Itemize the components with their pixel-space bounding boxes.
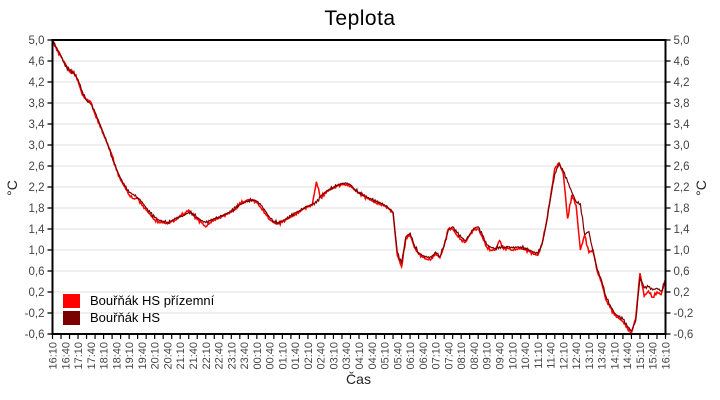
y-tick-label-right: 1,4 (674, 224, 691, 236)
x-tick-label: 12:40 (571, 342, 583, 370)
x-tick-label: 21:40 (188, 342, 200, 370)
y-tick-label-left: 1,0 (29, 245, 45, 257)
x-tick-label: 15:40 (648, 342, 660, 370)
x-tick-label: 03:40 (341, 342, 353, 370)
y-tick-label-right: 3,4 (674, 119, 691, 131)
y-tick-label-right: 4,2 (674, 77, 690, 89)
x-tick-label: 00:10 (252, 342, 264, 370)
x-tick-label: 17:10 (73, 342, 85, 370)
x-tick-label: 05:10 (380, 342, 392, 370)
x-tick-label: 08:10 (456, 342, 468, 370)
y-tick-label-left: 2,2 (29, 182, 45, 194)
x-tick-label: 22:40 (214, 342, 226, 370)
x-tick-label: 04:10 (354, 342, 366, 370)
x-tick-label: 20:10 (150, 342, 162, 370)
y-tick-label-right: 4,6 (674, 56, 690, 68)
x-tick-label: 22:10 (201, 342, 213, 370)
x-tick-label: 20:40 (162, 342, 174, 370)
y-tick-label-right: -0,6 (674, 329, 694, 341)
y-tick-label-left: 2,6 (29, 161, 45, 173)
y-tick-label-right: 2,2 (674, 182, 690, 194)
y-tick-label-left: 0,2 (29, 287, 45, 299)
x-tick-label: 04:40 (367, 342, 379, 370)
legend: Bouřňák HS přízemní Bouřňák HS (63, 292, 214, 326)
x-tick-label: 07:10 (431, 342, 443, 370)
x-tick-label: 06:10 (405, 342, 417, 370)
x-tick-label: 14:10 (609, 342, 621, 370)
y-tick-label-right: 2,6 (674, 161, 690, 173)
y-tick-label-right: 1,8 (674, 203, 690, 215)
legend-swatch-prizemni (63, 293, 80, 308)
y-tick-label-left: 4,2 (29, 77, 45, 89)
series-line-hs (51, 39, 667, 332)
x-tick-label: 01:10 (277, 342, 289, 370)
x-tick-label: 02:40 (316, 342, 328, 370)
x-tick-label: 18:40 (111, 342, 123, 370)
y-tick-label-left: 3,4 (29, 119, 46, 131)
x-tick-label: 10:40 (520, 342, 532, 370)
y-tick-label-right: 0,6 (674, 266, 690, 278)
y-tick-label-left: 5,0 (29, 35, 45, 47)
x-tick-label: 19:10 (124, 342, 136, 370)
x-tick-label: 17:40 (86, 342, 98, 370)
x-tick-label: 08:40 (469, 342, 481, 370)
x-tick-label: 00:40 (265, 342, 277, 370)
x-tick-label: 07:40 (443, 342, 455, 370)
x-tick-label: 14:40 (622, 342, 634, 370)
chart-title: Teplota (324, 7, 396, 30)
y-tick-label-right: 3,0 (674, 140, 690, 152)
legend-label-prizemni: Bouřňák HS přízemní (90, 293, 215, 308)
x-tick-label: 19:40 (137, 342, 149, 370)
x-tick-label: 13:10 (584, 342, 596, 370)
y-tick-label-right: -0,2 (674, 308, 694, 320)
x-tick-label: 11:40 (546, 342, 558, 369)
y-tick-label-left: -0,6 (25, 329, 45, 341)
x-tick-label: 23:40 (239, 342, 251, 370)
y-tick-label-right: 1,0 (674, 245, 690, 257)
y-tick-label-right: 0,2 (674, 287, 690, 299)
x-tick-label: 16:40 (60, 342, 72, 370)
x-tick-label: 18:10 (99, 342, 111, 370)
x-tick-label: 06:40 (418, 342, 430, 370)
y-tick-label-left: -0,2 (25, 308, 45, 320)
x-tick-label: 05:40 (392, 342, 404, 370)
legend-item-prizemni: Bouřňák HS přízemní (63, 292, 214, 309)
y-tick-label-right: 3,8 (674, 98, 690, 110)
y-axis-label-right: °C (693, 180, 709, 196)
x-tick-label: 02:10 (303, 342, 315, 370)
legend-label-hs: Bouřňák HS (90, 310, 161, 325)
x-tick-label: 01:40 (290, 342, 302, 370)
y-tick-label-left: 3,8 (29, 98, 45, 110)
x-tick-label: 12:10 (558, 342, 570, 370)
x-tick-label: 16:10 (661, 342, 673, 370)
legend-item-hs: Bouřňák HS (63, 309, 214, 326)
x-tick-label: 21:10 (175, 342, 187, 370)
x-tick-label: 15:10 (635, 342, 647, 370)
x-tick-label: 09:40 (495, 342, 507, 370)
x-tick-label: 10:10 (507, 342, 519, 370)
y-tick-label-left: 3,0 (29, 140, 45, 152)
x-tick-label: 16:10 (48, 342, 60, 370)
x-tick-label: 11:10 (533, 342, 545, 369)
x-tick-label: 23:10 (226, 342, 238, 370)
y-tick-label-left: 1,8 (29, 203, 45, 215)
x-tick-label: 09:10 (482, 342, 494, 370)
x-tick-label: 13:40 (597, 342, 609, 370)
y-tick-label-right: 5,0 (674, 35, 690, 47)
y-tick-label-left: 1,4 (29, 224, 46, 236)
legend-swatch-hs (63, 310, 80, 325)
y-axis-label-left: °C (4, 180, 20, 196)
x-tick-label: 03:10 (329, 342, 341, 370)
x-axis-label: Čas (346, 371, 371, 387)
y-tick-label-left: 4,6 (29, 56, 45, 68)
y-tick-label-left: 0,6 (29, 266, 45, 278)
